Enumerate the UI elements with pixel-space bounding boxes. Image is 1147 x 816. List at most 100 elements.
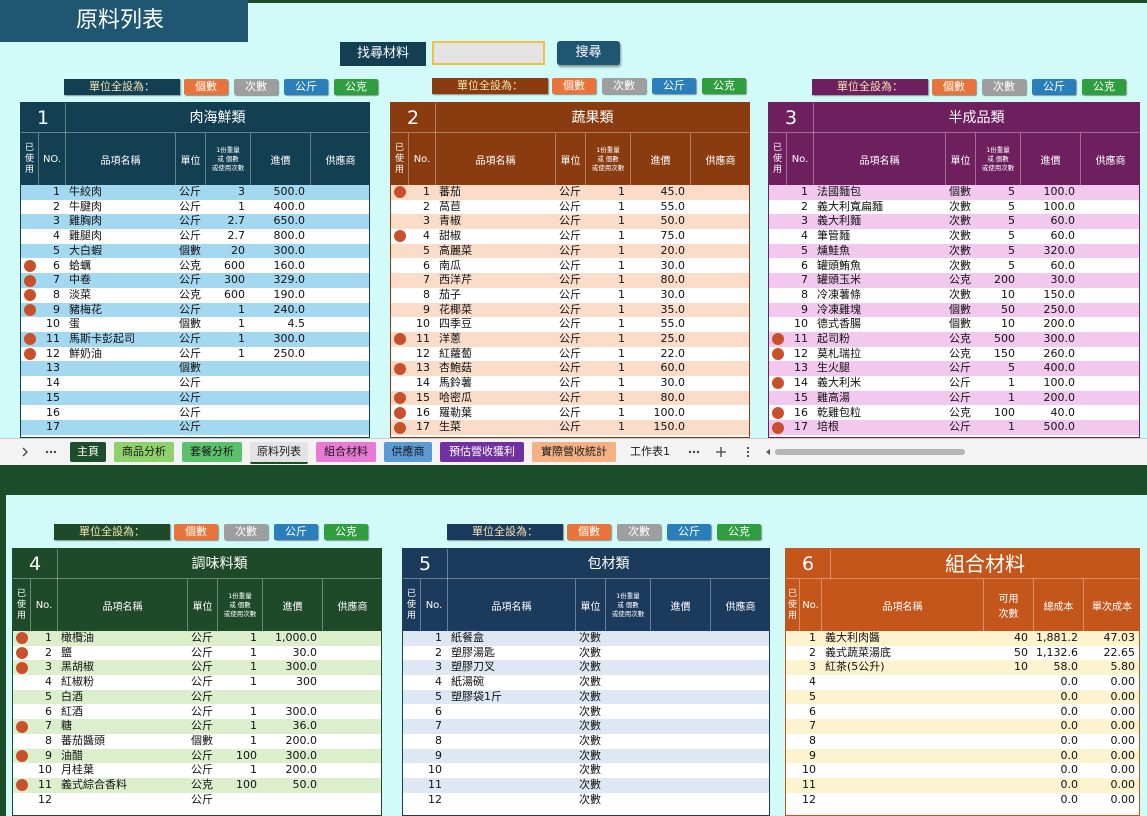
cell-name: 牛絞肉 [69, 185, 102, 198]
cell-price: 300.0 [273, 243, 306, 257]
cell-no: 9 [423, 302, 430, 316]
search-input[interactable] [432, 41, 545, 65]
cell-price: 500.0 [1043, 420, 1076, 434]
unit-button[interactable]: 公克 [1082, 79, 1126, 95]
unit-button[interactable]: 公斤 [667, 524, 711, 540]
cell-unit: 公斤 [949, 420, 971, 434]
unit-button[interactable]: 公克 [334, 79, 378, 95]
cell-price: 60.0 [1050, 229, 1076, 243]
cell-qty: 1 [1008, 376, 1015, 390]
more-icon[interactable] [45, 450, 57, 454]
table-row: 7 罐頭玉米 公克 200 30.0 [769, 273, 1139, 288]
used-marker [16, 661, 28, 674]
sheet-tab[interactable]: 實際營收統計 [532, 442, 616, 462]
used-marker [16, 779, 28, 792]
unit-button[interactable]: 個數 [184, 79, 228, 95]
unit-button[interactable]: 個數 [932, 79, 976, 95]
cell-name: 糖 [61, 719, 72, 733]
sheet-tab[interactable]: 原料列表 [250, 442, 308, 464]
cell-price: 250.0 [1043, 302, 1076, 316]
unit-button[interactable]: 公斤 [274, 524, 318, 540]
unit-button[interactable]: 次數 [617, 524, 661, 540]
cell-price: 80.0 [660, 390, 686, 404]
unit-button[interactable]: 次數 [224, 524, 268, 540]
cell-unit: 公斤 [949, 361, 971, 375]
cell-uses: 50 [1014, 645, 1028, 659]
unit-button[interactable]: 次數 [982, 79, 1026, 95]
next-icon[interactable] [22, 447, 28, 457]
unit-button[interactable]: 公斤 [284, 79, 328, 95]
cell-name: 中卷 [69, 273, 91, 287]
cell-name: 油醋 [61, 748, 83, 762]
column-header: 進價 [631, 133, 691, 185]
used-marker [394, 230, 406, 243]
cell-unit: 個數 [949, 302, 971, 316]
unit-button[interactable]: 次數 [602, 78, 646, 94]
cell-unit: 公克 [949, 405, 971, 419]
column-header-row: 已使用 NO. 品項名稱 單位 1份重量 或 個數 或使用次數 進價 供應商 [21, 133, 369, 185]
cell-total: 1,881.2 [1036, 631, 1078, 644]
cell-no: 7 [435, 719, 442, 733]
unit-button[interactable]: 個數 [174, 524, 218, 540]
table-row: 10 蛋 個數 1 4.5 [21, 317, 369, 332]
sheet-tab[interactable]: 主頁 [70, 442, 106, 462]
cell-unit: 次數 [949, 243, 971, 257]
cell-unit: 公斤 [179, 214, 201, 228]
cell-qty: 1 [238, 346, 245, 360]
cell-unit: 公斤 [559, 361, 581, 375]
cell-name: 雞胸肉 [69, 214, 102, 228]
used-marker [772, 421, 784, 434]
unit-button[interactable]: 公克 [324, 524, 368, 540]
unit-button[interactable]: 公克 [717, 524, 761, 540]
cell-no: 5 [435, 689, 442, 703]
table-header: 2 蔬果類 [391, 103, 749, 133]
column-header: 1份重量 或 個數 或使用次數 [586, 133, 631, 185]
table-row: 2 義大利寬扁麵 次數 5 100.0 [769, 199, 1139, 215]
cell-qty: 20 [231, 243, 245, 257]
unit-button[interactable]: 次數 [234, 79, 278, 95]
unit-button[interactable]: 個數 [552, 78, 596, 94]
table-row: 6 紅酒 公斤 1 300.0 [13, 704, 381, 720]
unit-button[interactable]: 公斤 [1032, 79, 1076, 95]
search-button[interactable]: 搜尋 [557, 41, 620, 65]
table-row: 4 筆管麵 次數 5 60.0 [769, 229, 1139, 244]
cell-no: 1 [45, 631, 52, 644]
table-row: 3 黑胡椒 公斤 1 300.0 [13, 660, 381, 676]
page-title: 原料列表 [0, 0, 248, 42]
scroll-left[interactable] [766, 449, 770, 455]
sheet-tab[interactable]: 組合材料 [316, 442, 376, 462]
cell-unit: 次數 [949, 229, 971, 243]
table-row: 13 個數 [21, 361, 369, 377]
cell-no: 10 [428, 763, 442, 777]
sheet-tab[interactable]: 套餐分析 [182, 442, 242, 462]
add-sheet-icon[interactable] [716, 447, 726, 457]
more-icon[interactable] [688, 450, 700, 454]
unit-button[interactable]: 公克 [702, 78, 746, 94]
sheet-tab[interactable]: 供應商 [384, 442, 432, 462]
cell-no: 8 [801, 287, 808, 301]
table-row: 12 0.0 0.00 [786, 792, 1139, 808]
cell-unit: 公斤 [559, 390, 581, 404]
table-row: 7 中卷 公斤 300 329.0 [21, 273, 369, 288]
cell-unit: 公斤 [191, 704, 213, 718]
scrollbar-thumb[interactable] [775, 449, 965, 455]
table-row: 11 馬斯卡彭起司 公斤 1 300.0 [21, 332, 369, 347]
cell-unit: 公斤 [191, 631, 213, 644]
cell-name: 德式香腸 [817, 317, 861, 331]
sheet-tab[interactable]: 商品分析 [114, 442, 174, 462]
column-header: 1份重量 或 個數 或使用次數 [206, 133, 251, 185]
sheet-tab[interactable]: 預估營收獲利 [440, 442, 524, 462]
cell-name: 義大利肉醬 [825, 631, 880, 644]
cell-unit: 次數 [579, 645, 601, 659]
column-header: 品項名稱 [58, 579, 188, 631]
table-row: 12 次數 [403, 792, 769, 808]
sheet-tab[interactable]: 工作表1 [622, 442, 678, 462]
table-row: 1 紙餐盒 次數 [403, 631, 769, 646]
menu-icon[interactable] [746, 446, 750, 458]
unit-button[interactable]: 個數 [567, 524, 611, 540]
cell-name: 青椒 [439, 214, 461, 228]
unit-button[interactable]: 公斤 [652, 78, 696, 94]
cell-qty: 1 [618, 376, 625, 390]
column-header: No. [409, 133, 436, 185]
cell-qty: 1 [250, 733, 257, 747]
